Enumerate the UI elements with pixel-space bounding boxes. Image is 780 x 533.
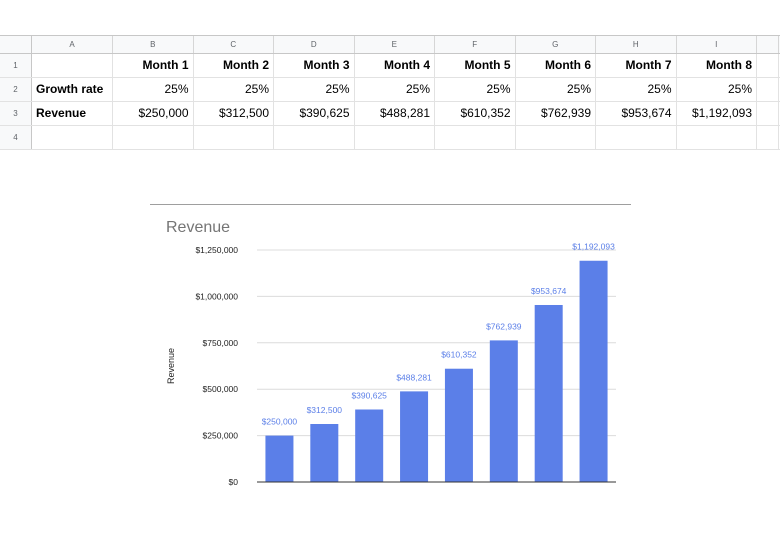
column-header-f[interactable]: F bbox=[435, 36, 516, 53]
row-header-3[interactable]: 3 bbox=[0, 102, 32, 125]
column-header-h[interactable]: H bbox=[596, 36, 677, 53]
cell-j4[interactable] bbox=[757, 126, 779, 149]
cell-a1[interactable] bbox=[32, 54, 113, 77]
y-tick-label: $750,000 bbox=[203, 338, 239, 348]
revenue-bar-chart: Revenue Revenue $0 $250,000 $500,000 $750,0… bbox=[166, 219, 616, 487]
cell-f4[interactable] bbox=[435, 126, 516, 149]
cell-g3[interactable]: $762,939 bbox=[516, 102, 596, 125]
cell-i2[interactable]: 25% bbox=[677, 78, 757, 101]
y-tick-label: $250,000 bbox=[203, 431, 239, 441]
column-header-c[interactable]: C bbox=[194, 36, 274, 53]
cell-d1[interactable]: Month 3 bbox=[274, 54, 355, 77]
sheet-row-4: 4 bbox=[0, 126, 780, 150]
column-header-a[interactable]: A bbox=[32, 36, 113, 53]
cell-g4[interactable] bbox=[516, 126, 596, 149]
data-label: $762,939 bbox=[486, 321, 522, 331]
cell-j3[interactable] bbox=[757, 102, 779, 125]
data-label: $250,000 bbox=[262, 417, 298, 427]
y-axis-label: Revenue bbox=[166, 348, 176, 384]
row-header-1[interactable]: 1 bbox=[0, 54, 32, 77]
cell-f1[interactable]: Month 5 bbox=[435, 54, 516, 77]
cell-a2[interactable]: Growth rate bbox=[32, 78, 113, 101]
bar-month-2[interactable] bbox=[310, 424, 339, 482]
data-label: $488,281 bbox=[396, 372, 432, 382]
cell-c1[interactable]: Month 2 bbox=[194, 54, 274, 77]
bar-month-7[interactable] bbox=[534, 304, 563, 482]
column-header-d[interactable]: D bbox=[274, 36, 355, 53]
cell-d4[interactable] bbox=[274, 126, 355, 149]
spreadsheet-grid: A B C D E F G H I 1 Month 1 Month 2 Mont… bbox=[0, 35, 780, 150]
cell-g2[interactable]: 25% bbox=[516, 78, 596, 101]
bar-month-3[interactable] bbox=[355, 409, 384, 483]
row-header-4[interactable]: 4 bbox=[0, 126, 32, 149]
sheet-row-1: 1 Month 1 Month 2 Month 3 Month 4 Month … bbox=[0, 54, 780, 78]
bar-month-4[interactable] bbox=[400, 391, 429, 482]
cell-j1[interactable] bbox=[757, 54, 779, 77]
cell-c2[interactable]: 25% bbox=[194, 78, 274, 101]
bars bbox=[265, 260, 608, 483]
column-header-j[interactable] bbox=[757, 36, 779, 53]
sheet-row-2: 2 Growth rate 25% 25% 25% 25% 25% 25% 25… bbox=[0, 78, 780, 102]
cell-c3[interactable]: $312,500 bbox=[194, 102, 274, 125]
data-label: $1,192,093 bbox=[572, 242, 615, 252]
cell-c4[interactable] bbox=[194, 126, 274, 149]
data-labels: $250,000 $312,500 $390,625 $488,281 $610,352… bbox=[262, 242, 615, 427]
cell-i4[interactable] bbox=[677, 126, 757, 149]
bar-month-5[interactable] bbox=[444, 368, 473, 482]
cell-e1[interactable]: Month 4 bbox=[355, 54, 435, 77]
y-tick-label: $500,000 bbox=[203, 384, 239, 394]
cell-e4[interactable] bbox=[355, 126, 435, 149]
cell-b2[interactable]: 25% bbox=[113, 78, 194, 101]
cell-b4[interactable] bbox=[113, 126, 194, 149]
y-axis-ticks: $0 $250,000 $500,000 $750,000 $1,000,000 $1,2… bbox=[195, 245, 238, 487]
cell-b1[interactable]: Month 1 bbox=[113, 54, 194, 77]
data-label: $953,674 bbox=[531, 286, 567, 296]
data-label: $390,625 bbox=[351, 391, 387, 401]
chart-title: Revenue bbox=[166, 219, 230, 236]
cell-h3[interactable]: $953,674 bbox=[596, 102, 677, 125]
data-label: $610,352 bbox=[441, 350, 477, 360]
bar-month-8[interactable] bbox=[579, 260, 608, 482]
cell-f3[interactable]: $610,352 bbox=[435, 102, 516, 125]
cell-f2[interactable]: 25% bbox=[435, 78, 516, 101]
cell-a3[interactable]: Revenue bbox=[32, 102, 113, 125]
bar-month-1[interactable] bbox=[265, 435, 294, 482]
y-tick-label: $0 bbox=[229, 477, 239, 487]
cell-d2[interactable]: 25% bbox=[274, 78, 355, 101]
cell-i1[interactable]: Month 8 bbox=[677, 54, 757, 77]
cell-h1[interactable]: Month 7 bbox=[596, 54, 677, 77]
cell-a4[interactable] bbox=[32, 126, 113, 149]
column-header-row: A B C D E F G H I bbox=[0, 35, 780, 54]
cell-h4[interactable] bbox=[596, 126, 677, 149]
sheet-row-3: 3 Revenue $250,000 $312,500 $390,625 $48… bbox=[0, 102, 780, 126]
y-tick-label: $1,000,000 bbox=[195, 291, 238, 301]
embedded-revenue-chart[interactable]: Revenue Revenue $0 $250,000 $500,000 $750,0… bbox=[150, 204, 631, 504]
row-header-2[interactable]: 2 bbox=[0, 78, 32, 101]
column-header-i[interactable]: I bbox=[677, 36, 757, 53]
cell-b3[interactable]: $250,000 bbox=[113, 102, 194, 125]
cell-d3[interactable]: $390,625 bbox=[274, 102, 355, 125]
y-tick-label: $1,250,000 bbox=[195, 245, 238, 255]
column-header-e[interactable]: E bbox=[355, 36, 435, 53]
cell-i3[interactable]: $1,192,093 bbox=[677, 102, 757, 125]
cell-e3[interactable]: $488,281 bbox=[355, 102, 435, 125]
cell-e2[interactable]: 25% bbox=[355, 78, 435, 101]
cell-j2[interactable] bbox=[757, 78, 779, 101]
bar-month-6[interactable] bbox=[489, 340, 518, 482]
column-header-b[interactable]: B bbox=[113, 36, 194, 53]
data-label: $312,500 bbox=[307, 405, 343, 415]
chart-top-border bbox=[150, 204, 631, 205]
cell-g1[interactable]: Month 6 bbox=[516, 54, 596, 77]
column-header-g[interactable]: G bbox=[516, 36, 596, 53]
select-all-corner[interactable] bbox=[0, 36, 32, 53]
cell-h2[interactable]: 25% bbox=[596, 78, 677, 101]
